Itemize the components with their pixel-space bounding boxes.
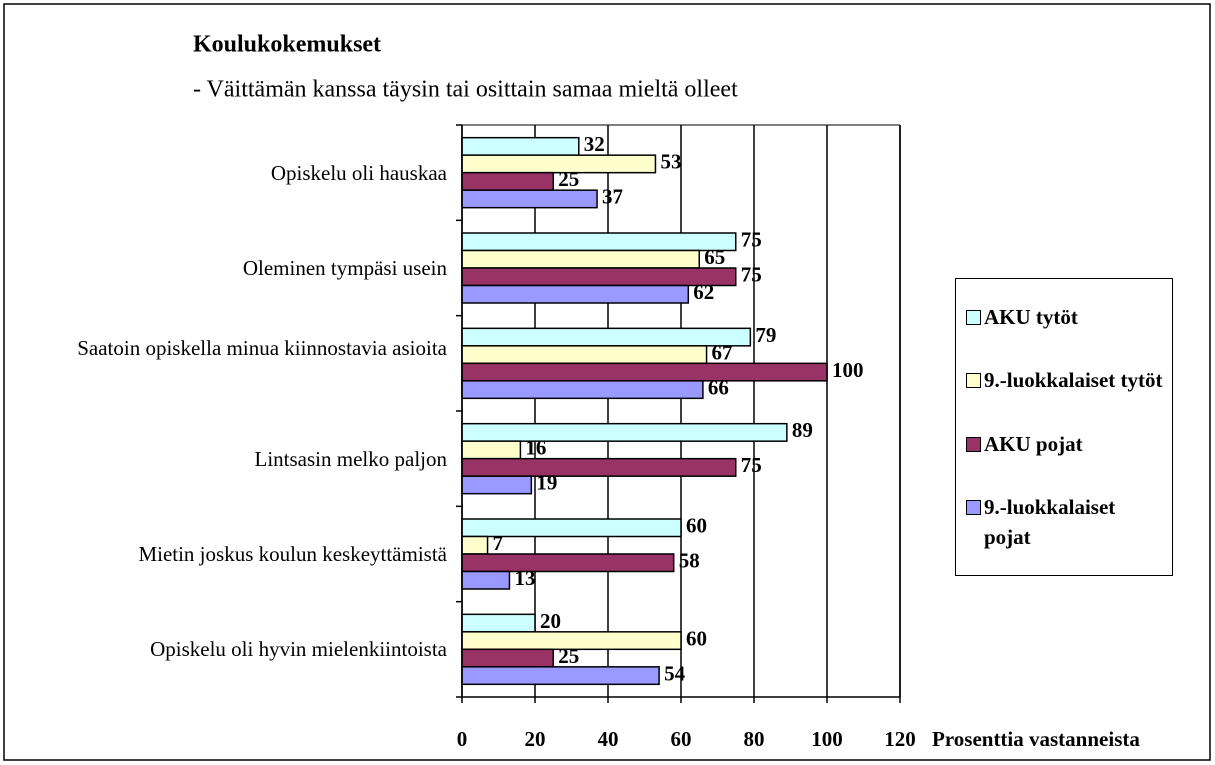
bar	[461, 284, 690, 304]
x-tick-label: 100	[811, 727, 843, 751]
bar	[461, 570, 511, 590]
bar	[461, 475, 533, 495]
data-label: 65	[704, 245, 725, 269]
bar	[461, 422, 788, 442]
bar	[461, 189, 598, 209]
category-text: Saatoin opiskella minua kiinnostavia asi…	[77, 336, 447, 361]
data-label: 16	[525, 436, 546, 460]
legend-swatch	[966, 436, 981, 452]
data-label: 54	[664, 661, 686, 685]
bar	[461, 232, 737, 252]
x-tick-label: 20	[525, 727, 546, 751]
bar	[461, 648, 554, 668]
data-label: 7	[493, 531, 504, 555]
data-label: 75	[741, 453, 762, 477]
bar	[461, 666, 660, 686]
data-label: 67	[712, 340, 733, 364]
bar	[461, 380, 704, 400]
category-label: Opiskelu oli hauskaa	[17, 158, 447, 188]
legend-entry: 9.-luokkalaiset tytöt	[966, 365, 1166, 395]
bar	[461, 136, 580, 156]
x-tick-label: 0	[457, 727, 468, 751]
bar	[461, 249, 700, 269]
bar	[461, 553, 675, 573]
frame	[3, 3, 1211, 761]
data-label: 25	[558, 167, 579, 191]
data-label: 100	[832, 358, 864, 382]
chart-subtitle: - Väittämän kanssa täysin tai osittain s…	[193, 77, 738, 103]
data-label: 66	[708, 375, 729, 399]
data-label: 37	[602, 185, 623, 209]
bar	[461, 362, 828, 382]
category-label: Oleminen tympäsi usein	[17, 253, 447, 283]
bar	[461, 345, 708, 365]
bar	[461, 535, 489, 555]
category-label: Mietin joskus koulun keskeyttämistä	[17, 539, 447, 569]
category-label: Lintsasin melko paljon	[17, 444, 447, 474]
data-label: 60	[686, 626, 707, 650]
legend-entry: AKU tytöt	[966, 302, 1166, 332]
data-label: 79	[755, 323, 776, 347]
category-text: Opiskelu oli hauskaa	[270, 160, 447, 185]
legend-entry: AKU pojat	[966, 429, 1166, 459]
data-label: 20	[540, 609, 561, 633]
bar	[461, 457, 737, 477]
x-tick-label: 80	[744, 727, 765, 751]
bar	[461, 440, 522, 460]
x-axis-label: Prosenttia vastanneista	[932, 727, 1140, 751]
legend: AKU tytöt 9.-luokkalaiset tytöt AKU pojat 9…	[955, 278, 1173, 576]
legend-swatch	[966, 309, 981, 325]
category-label: Opiskelu oli hyvin mielenkiintoista	[17, 634, 447, 664]
data-label: 62	[693, 280, 714, 304]
data-label: 89	[792, 418, 813, 442]
data-label: 32	[584, 132, 605, 156]
bar	[461, 171, 554, 191]
chart-title: Koulukokemukset	[193, 32, 381, 58]
data-label: 53	[660, 150, 681, 174]
legend-text: AKU pojat	[984, 431, 1083, 456]
x-tick-label: 120	[884, 727, 916, 751]
legend-entry: 9.-luokkalaiset pojat	[966, 492, 1166, 552]
legend-text: AKU tytöt	[984, 304, 1078, 329]
bar	[461, 327, 752, 347]
data-label: 19	[536, 471, 557, 495]
data-label: 75	[741, 228, 762, 252]
category-text: Opiskelu oli hyvin mielenkiintoista	[150, 637, 447, 662]
x-tick-label: 60	[671, 727, 692, 751]
data-label: 25	[558, 644, 579, 668]
legend-text: 9.-luokkalaiset tytöt	[984, 368, 1163, 393]
category-text: Lintsasin melko paljon	[254, 446, 447, 471]
category-text: Mietin joskus koulun keskeyttämistä	[138, 542, 447, 566]
category-text: Oleminen tympäsi usein	[242, 256, 447, 280]
category-label: Saatoin opiskella minua kiinnostavia asi…	[17, 333, 447, 363]
legend-text: 9.-luokkalaiset pojat	[984, 495, 1116, 550]
legend-swatch	[966, 373, 981, 389]
bar	[461, 613, 536, 633]
data-label: 75	[741, 263, 762, 287]
data-label: 58	[679, 549, 700, 573]
data-label: 13	[514, 566, 535, 590]
data-label: 60	[686, 514, 707, 538]
x-tick-label: 40	[598, 727, 619, 751]
legend-swatch	[966, 500, 981, 516]
